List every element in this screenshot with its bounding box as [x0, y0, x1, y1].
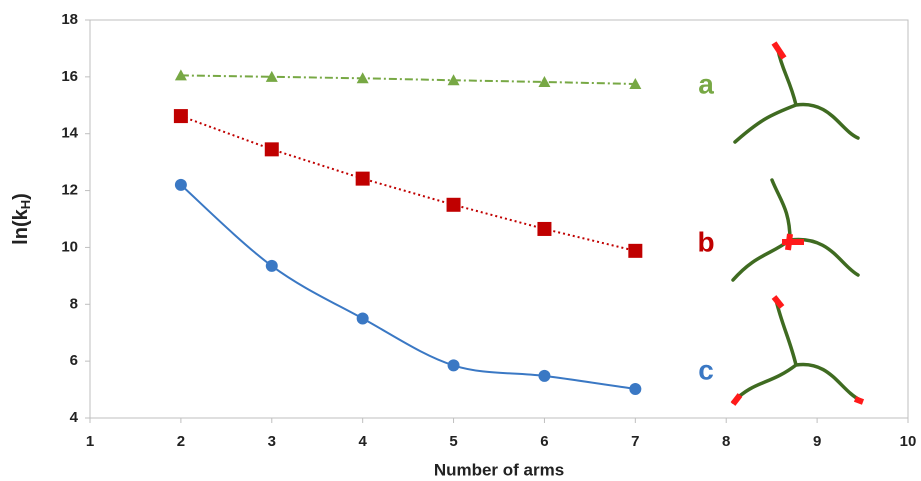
- point: [447, 198, 461, 212]
- point: [629, 383, 641, 395]
- series-line: [181, 116, 635, 251]
- molecule-tip: [774, 43, 784, 58]
- y-tick-label: 10: [61, 238, 78, 255]
- chart: Number of arms ln(kH) 468101214161812345…: [0, 0, 921, 481]
- y-tick-label: 16: [61, 68, 78, 85]
- y-tick-label: 14: [61, 125, 78, 142]
- y-title-main: ln(k: [10, 208, 32, 244]
- y-tick-label: 8: [70, 295, 78, 312]
- molecule-tip: [733, 395, 740, 404]
- series-label: c: [698, 354, 714, 385]
- x-tick-label: 1: [86, 433, 94, 450]
- point: [357, 313, 369, 325]
- x-tick-label: 8: [722, 433, 730, 450]
- molecule-tip: [855, 399, 863, 402]
- y-axis-title: ln(kH): [10, 193, 33, 245]
- x-tick-label: 2: [177, 433, 185, 450]
- point: [175, 179, 187, 191]
- point: [537, 222, 551, 236]
- y-tick-label: 6: [70, 352, 78, 369]
- point: [265, 142, 279, 156]
- point: [538, 370, 550, 382]
- point: [628, 244, 642, 258]
- series-line: [181, 185, 635, 389]
- point: [266, 260, 278, 272]
- point: [448, 359, 460, 371]
- x-tick-label: 10: [900, 433, 917, 450]
- x-tick-label: 5: [449, 433, 457, 450]
- point: [174, 109, 188, 123]
- x-tick-label: 9: [813, 433, 821, 450]
- series-label: b: [697, 226, 714, 257]
- x-tick-label: 3: [268, 433, 276, 450]
- y-tick-label: 12: [61, 182, 78, 199]
- point: [356, 172, 370, 186]
- molecule-c: [733, 297, 863, 404]
- y-tick-label: 4: [70, 409, 79, 426]
- x-tick-label: 6: [540, 433, 548, 450]
- x-tick-label: 4: [358, 433, 367, 450]
- molecule-arms: [733, 300, 860, 402]
- series-label: a: [698, 68, 714, 99]
- molecule-arms: [735, 50, 858, 142]
- x-tick-label: 7: [631, 433, 639, 450]
- molecule-b: [733, 180, 858, 280]
- molecule-a: [735, 43, 858, 142]
- molecule-tip: [788, 234, 790, 250]
- x-axis-title: Number of arms: [434, 460, 564, 479]
- molecule-tip: [774, 297, 782, 307]
- plot-frame: [90, 20, 908, 418]
- y-title-close: ): [10, 193, 32, 200]
- series-line: [181, 75, 635, 84]
- y-tick-label: 18: [61, 11, 78, 28]
- molecule-arms: [733, 180, 858, 280]
- y-title-sub: H: [18, 200, 33, 209]
